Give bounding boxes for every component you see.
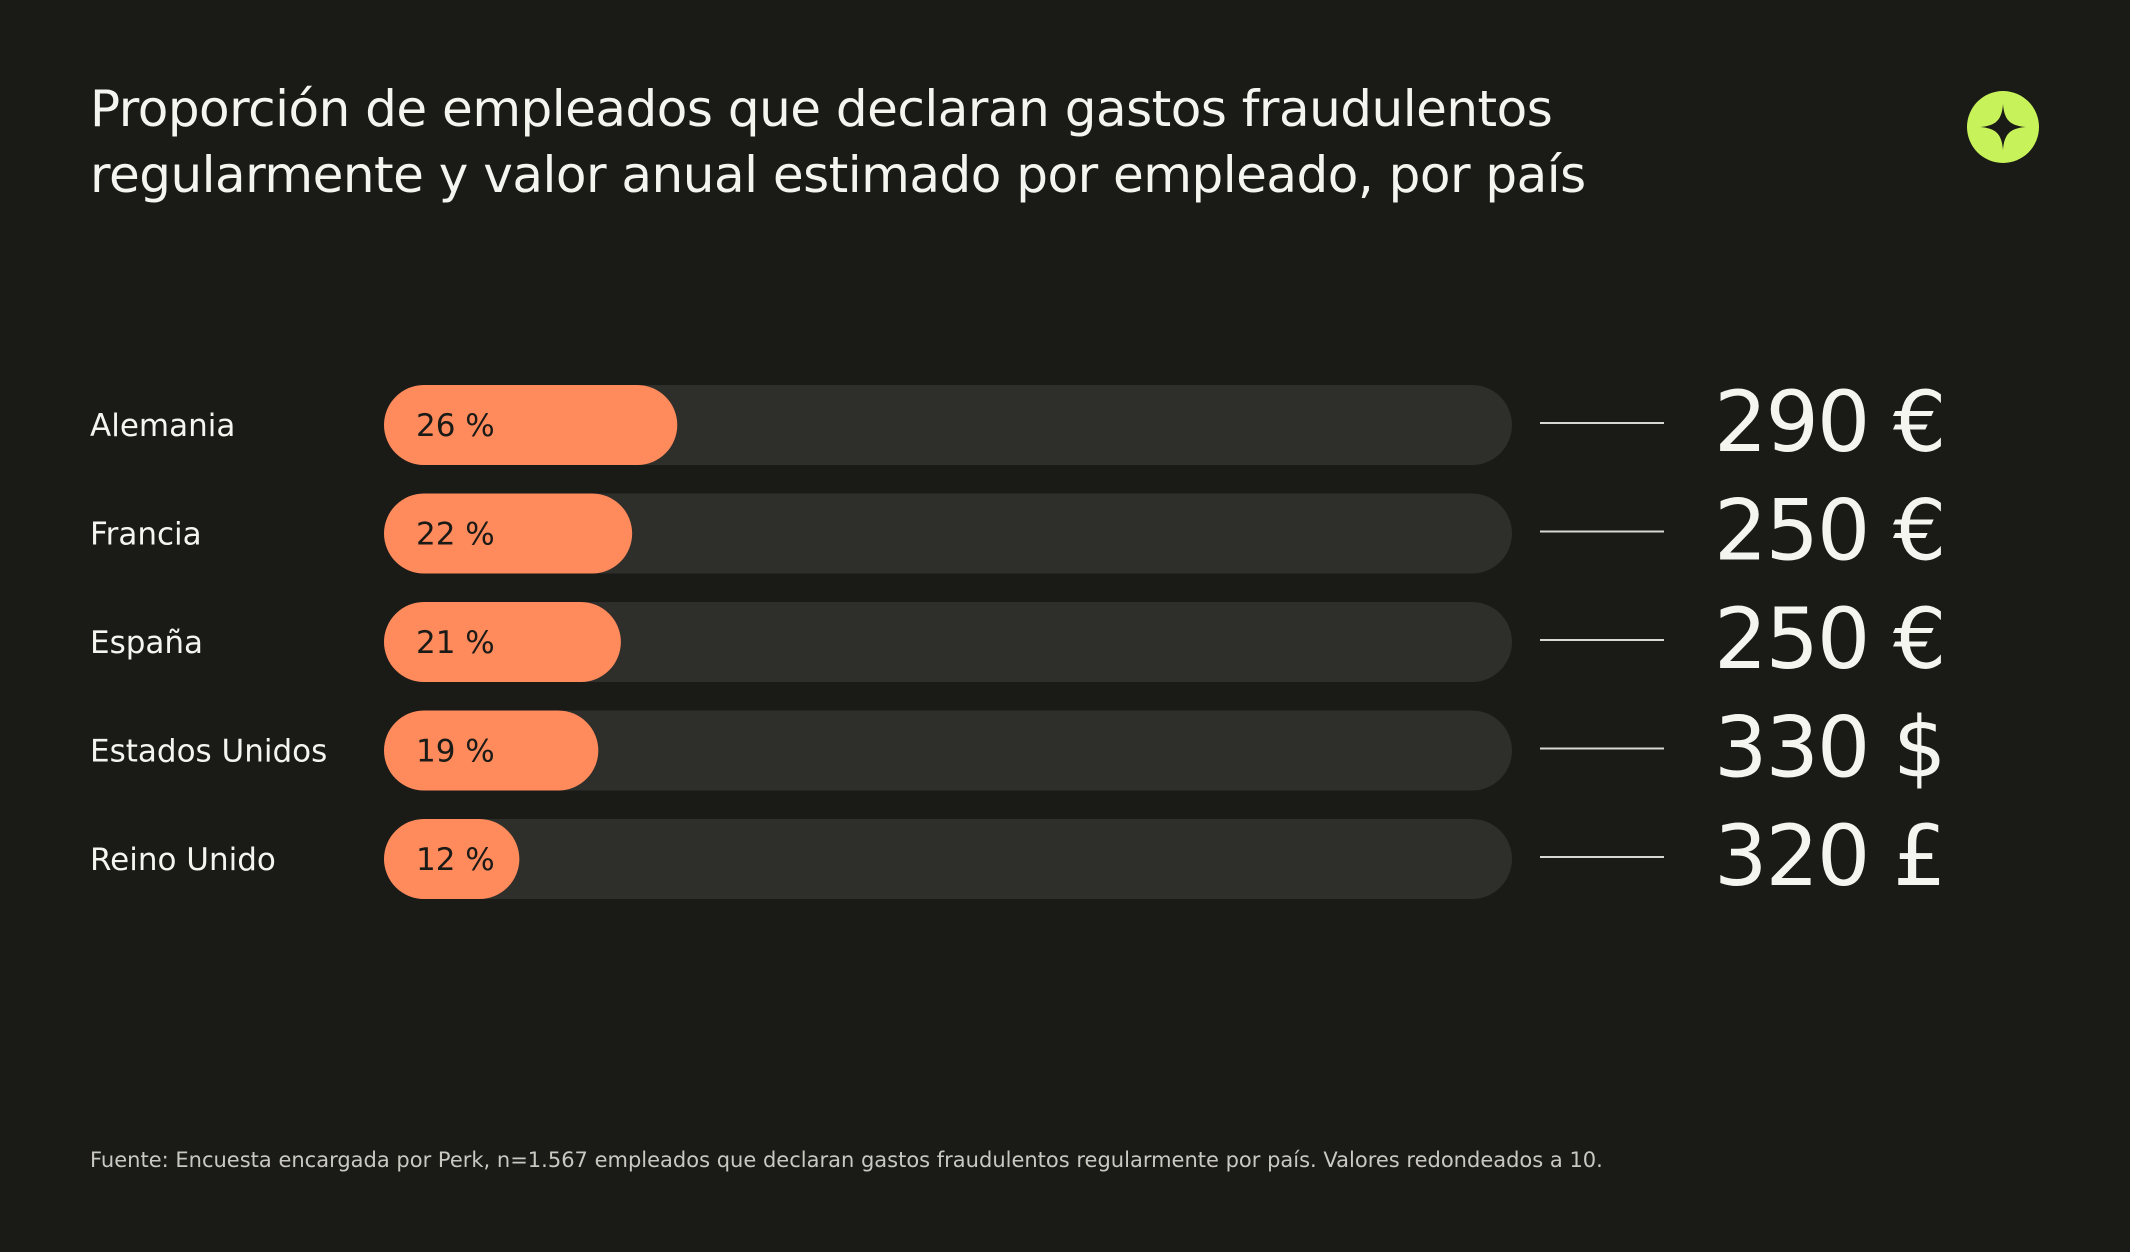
- bar-row: España 21 % 250 €: [90, 590, 1946, 688]
- bar-value-label: 19 %: [416, 734, 495, 770]
- perk-logo-icon: [1967, 91, 2039, 163]
- bar: [384, 602, 621, 682]
- bar-track: [384, 602, 1512, 682]
- chart-title-line-1: Proporción de empleados que declaran gas…: [90, 80, 1553, 138]
- country-label: Estados Unidos: [90, 734, 327, 770]
- annual-value-label: 250 €: [1714, 482, 1944, 580]
- bar: [384, 385, 678, 465]
- bar-value-label: 22 %: [416, 517, 495, 553]
- bar: [384, 493, 633, 574]
- bar: [384, 819, 520, 899]
- bar-row: Reino Unido 12 % 320 £: [90, 807, 1946, 905]
- annual-value-label: 290 €: [1714, 373, 1944, 471]
- bar-track: [384, 493, 1512, 574]
- bar-row: Estados Unidos 19 % 330 $: [90, 699, 1946, 797]
- country-label: Francia: [90, 517, 202, 553]
- bar: [384, 710, 599, 791]
- bar-row: Francia 22 % 250 €: [90, 482, 1946, 580]
- bar-track: [384, 710, 1512, 791]
- annual-value-label: 330 $: [1714, 699, 1944, 797]
- bar-track: [384, 819, 1512, 899]
- country-label: Reino Unido: [90, 842, 276, 878]
- chart-title: Proporción de empleados que declaran gas…: [90, 76, 1870, 208]
- bar-value-label: 21 %: [416, 625, 495, 661]
- country-label: Alemania: [90, 408, 235, 444]
- annual-value-label: 250 €: [1714, 590, 1944, 688]
- bar-value-label: 26 %: [416, 408, 495, 444]
- bar-row: Alemania 26 % 290 €: [90, 373, 1946, 471]
- bar-value-label: 12 %: [416, 842, 495, 878]
- source-note: Fuente: Encuesta encargada por Perk, n=1…: [90, 1148, 1603, 1172]
- country-label: España: [90, 625, 203, 661]
- chart-title-line-2: regularmente y valor anual estimado por …: [90, 146, 1586, 204]
- annual-value-label: 320 £: [1714, 807, 1944, 905]
